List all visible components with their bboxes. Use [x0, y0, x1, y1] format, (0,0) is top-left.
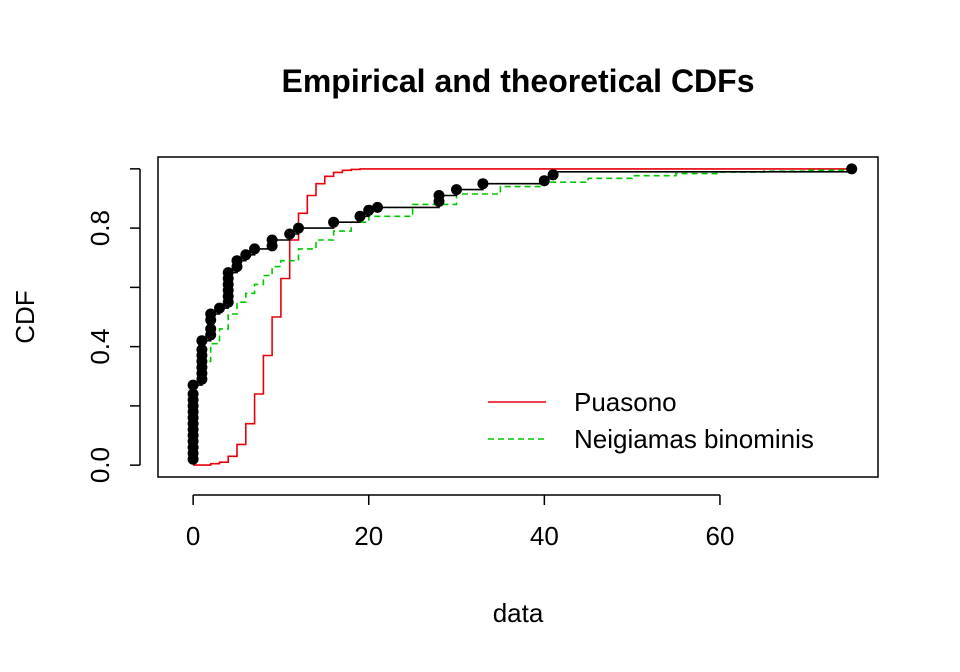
empirical-point	[328, 216, 340, 228]
empirical-point	[477, 178, 489, 190]
legend: Puasono Neigiamas binominis	[488, 387, 814, 454]
y-tick-label: 0.8	[85, 210, 115, 246]
y-axis: 0.0 0.4 0.8	[85, 168, 141, 483]
empirical-point	[354, 210, 366, 222]
x-tick-label: 40	[530, 521, 559, 551]
empirical-point	[240, 249, 252, 261]
x-axis-label: data	[493, 598, 544, 628]
empirical-point	[451, 184, 462, 196]
plot-area	[187, 163, 858, 466]
empirical-point	[187, 388, 199, 400]
empirical-point	[249, 243, 261, 255]
empirical-point	[538, 175, 550, 187]
empirical-point	[222, 267, 234, 279]
empirical-step-line	[193, 168, 853, 386]
empirical-point	[433, 190, 445, 201]
empirical-point	[266, 234, 278, 246]
empirical-point	[196, 344, 208, 356]
x-tick-label: 0	[186, 521, 200, 551]
series-line-puasono	[193, 168, 852, 466]
y-axis-label: CDF	[10, 290, 40, 343]
empirical-point	[547, 169, 559, 181]
legend-entry: Puasono	[574, 387, 677, 417]
empirical-point	[284, 228, 296, 240]
chart-title: Empirical and theoretical CDFs	[281, 63, 754, 99]
empirical-point	[196, 335, 208, 347]
y-tick-label: 0.0	[85, 447, 115, 483]
empirical-point	[372, 201, 383, 213]
empirical-point	[846, 163, 858, 175]
empirical-point	[231, 255, 243, 267]
empirical-point	[205, 308, 217, 320]
y-tick-label: 0.4	[85, 329, 115, 365]
empirical-point	[205, 323, 217, 335]
plot-frame	[157, 156, 879, 478]
empirical-point	[214, 302, 225, 314]
x-axis: 0 20 40 60	[186, 494, 734, 551]
x-tick-label: 20	[354, 521, 383, 551]
empirical-point	[293, 222, 304, 234]
empirical-point	[187, 379, 199, 391]
empirical-point	[363, 204, 375, 216]
legend-entry: Neigiamas binominis	[574, 424, 814, 454]
x-tick-label: 60	[705, 521, 734, 551]
series-line-neigiamas-binominis	[193, 169, 853, 386]
